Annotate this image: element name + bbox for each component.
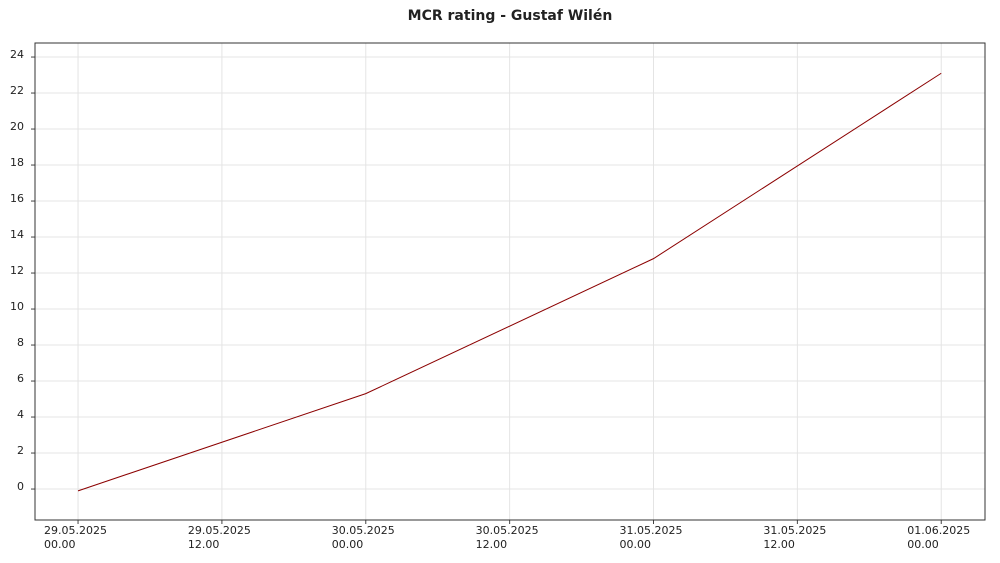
x-tick-label: 01.06.2025 00.00 [907,524,971,551]
y-tick-label: 4 [17,408,24,421]
x-tick-label: 30.05.2025 12.00 [475,524,539,551]
y-tick-label: 14 [10,228,24,241]
x-tick-label: 29.05.2025 00.00 [44,524,108,551]
y-tick-label: 18 [10,156,24,169]
y-tick-label: 22 [10,84,24,97]
chart-title: MCR rating - Gustaf Wilén [408,8,613,24]
plot-frame [34,42,986,521]
y-tick-label: 24 [10,48,24,61]
y-tick-label: 12 [10,264,24,277]
x-tick-label: 29.05.2025 12.00 [187,524,251,551]
x-tick-label: 31.05.2025 00.00 [619,524,683,551]
line [77,72,942,492]
y-tick-label: 6 [17,372,24,385]
x-tick-label: 31.05.2025 12.00 [763,524,827,551]
y-tick-label: 16 [10,192,24,205]
y-tick-label: 10 [10,300,24,313]
y-tick-label: 8 [17,336,24,349]
y-tick-label: 20 [10,120,24,133]
x-tick-label: 30.05.2025 00.00 [331,524,395,551]
y-tick-label: 2 [17,444,24,457]
y-tick-label: 0 [17,480,24,493]
